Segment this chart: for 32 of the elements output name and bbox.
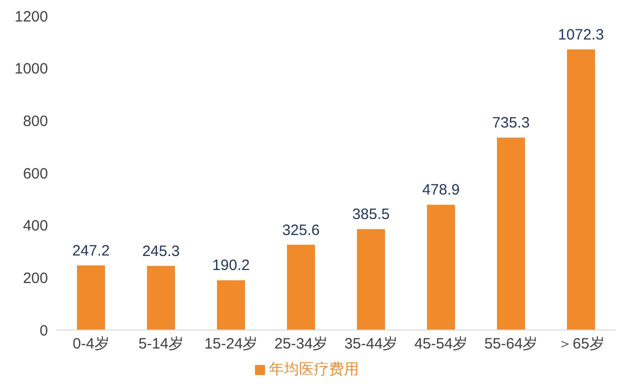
y-tick-label: 1000 (14, 60, 48, 78)
x-tick-label: ＞65岁 (558, 336, 604, 353)
bar (357, 229, 385, 330)
bar (77, 265, 105, 330)
bar (567, 49, 595, 330)
y-tick-label: 600 (22, 165, 48, 182)
data-label: 1072.3 (558, 26, 604, 44)
bar (217, 280, 245, 330)
bar (427, 204, 455, 330)
data-label: 190.2 (212, 257, 250, 274)
data-label: 385.5 (352, 206, 390, 224)
data-label: 735.3 (492, 114, 530, 132)
y-tick-label: 200 (22, 270, 48, 287)
x-tick-label: 45-54岁 (414, 336, 468, 353)
legend-label: 年均医疗费用 (269, 361, 359, 378)
y-tick-label: 0 (40, 322, 48, 340)
x-tick-label: 55-64岁 (484, 336, 538, 353)
bar (497, 138, 525, 330)
data-label: 247.2 (72, 242, 110, 260)
x-tick-label: 15-24岁 (204, 336, 258, 353)
bar (147, 266, 175, 330)
bar (287, 244, 315, 330)
y-tick-label: 1200 (14, 8, 48, 26)
data-label: 478.9 (422, 182, 460, 199)
x-tick-label: 0-4岁 (72, 336, 110, 353)
x-tick-label: 35-44岁 (344, 336, 398, 353)
data-label: 245.3 (142, 242, 180, 260)
data-label: 325.6 (282, 222, 320, 239)
x-tick-label: 25-34岁 (274, 336, 328, 353)
y-tick-label: 800 (22, 112, 48, 130)
y-tick-label: 400 (22, 218, 48, 235)
x-tick-label: 5-14岁 (138, 336, 184, 353)
